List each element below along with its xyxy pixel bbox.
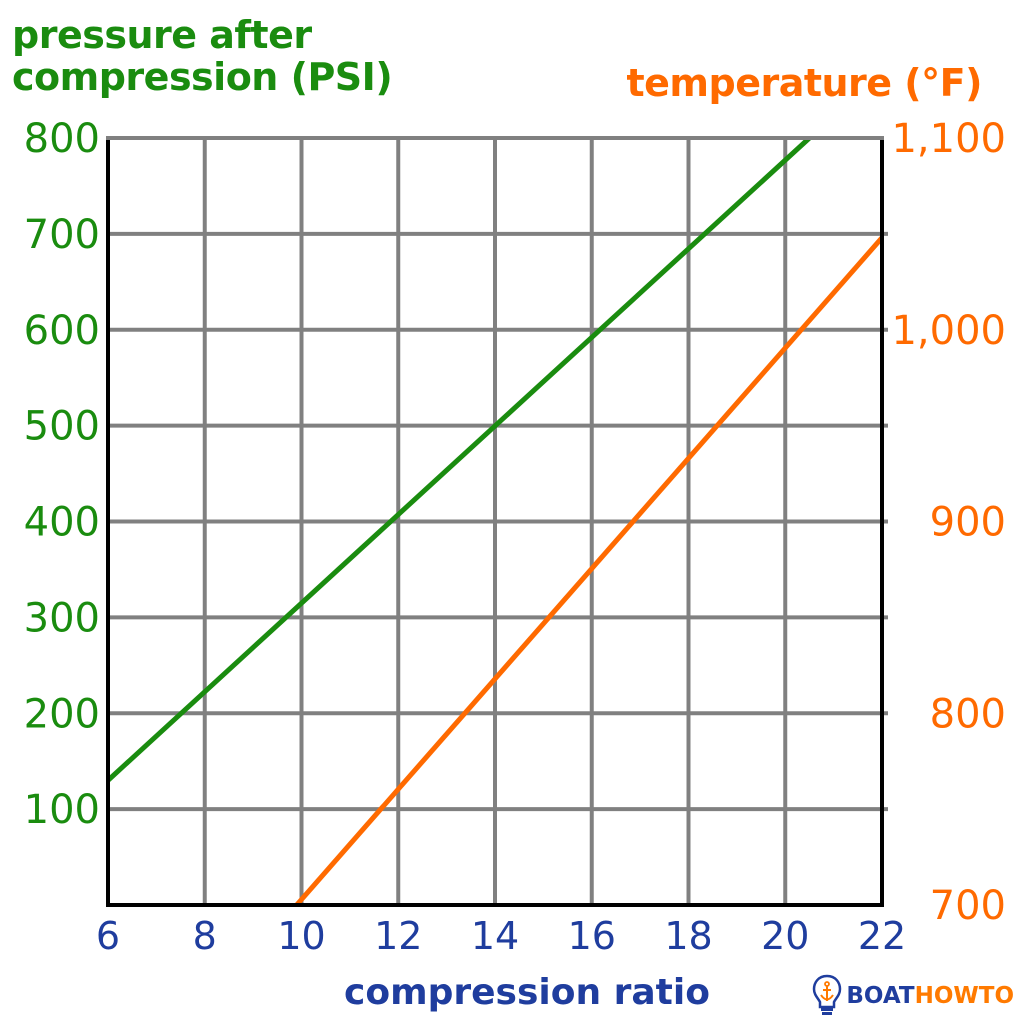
lightbulb-anchor-icon: [813, 974, 842, 1015]
x-tick-label: 16: [568, 914, 616, 958]
x-ticks: 6 8 10 12 14 16 18 20 22: [96, 914, 906, 958]
series-lines: [106, 136, 884, 907]
x-axis-label: compression ratio: [344, 972, 710, 1013]
y-tick-label-left: 100: [24, 787, 100, 833]
x-tick-label: 14: [471, 914, 519, 958]
x-tick-label: 20: [761, 914, 809, 958]
y-tick-label-left: 200: [24, 691, 100, 737]
y-tick-label-right: 900: [930, 500, 1006, 546]
y-tick-label-left: 800: [24, 116, 100, 162]
y-tick-label-right: 700: [930, 883, 1006, 929]
x-tick-label: 18: [664, 914, 712, 958]
y-axis-label-right: temperature (°F): [626, 61, 982, 105]
x-tick-label: 10: [277, 914, 325, 958]
y-ticks-right: 700 800 900 1,000 1,100: [891, 116, 1006, 929]
y-axis-label-left: pressure after compression (PSI): [12, 13, 393, 99]
y-tick-label-left: 300: [24, 595, 100, 641]
x-tick-label: 6: [96, 914, 120, 958]
x-tick-label: 12: [374, 914, 422, 958]
y-tick-label-right: 1,100: [891, 116, 1006, 162]
brand-part-boat: BOAT: [846, 983, 915, 1009]
x-tick-label: 8: [193, 914, 217, 958]
y-tick-label-right: 800: [930, 691, 1006, 737]
y-tick-label-left: 500: [24, 404, 100, 450]
pressure-line: [106, 136, 812, 783]
brand-part-howto: HOWTO: [914, 983, 1014, 1009]
temperature-line: [294, 236, 884, 907]
axes: [106, 136, 884, 907]
grid: [108, 138, 888, 905]
x-tick-label: 22: [858, 914, 906, 958]
y-tick-label-right: 1,000: [891, 308, 1006, 354]
y-tick-label-left: 400: [24, 500, 100, 546]
y-tick-label-left: 700: [24, 212, 100, 258]
y-tick-label-left: 600: [24, 308, 100, 354]
boathowto-logo: BOAT HOWTO: [812, 974, 1014, 1018]
y-ticks-left: 100 200 300 400 500 600 700 800: [24, 116, 100, 833]
